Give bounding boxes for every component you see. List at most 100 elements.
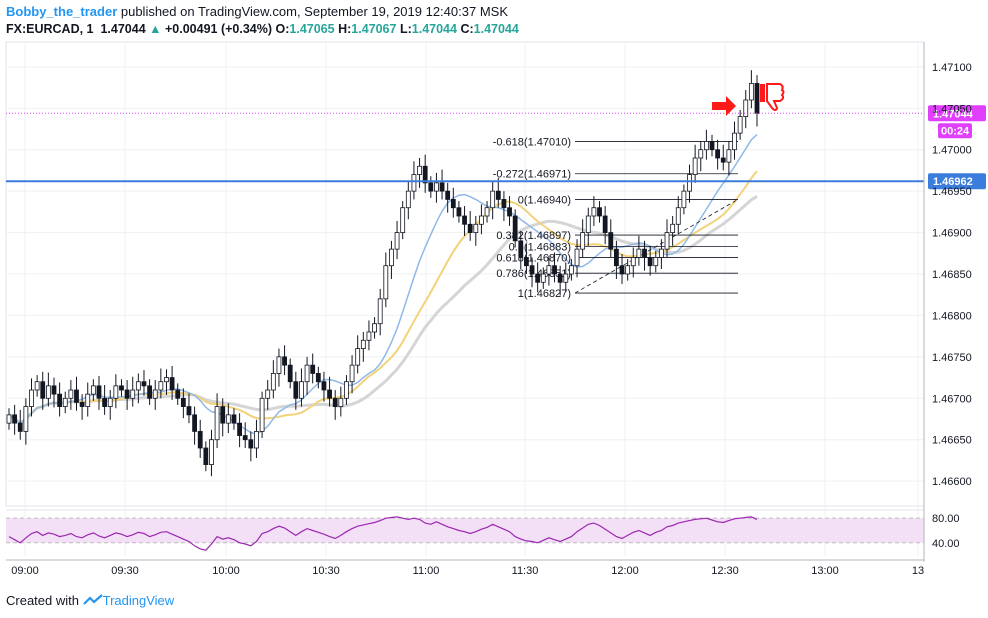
candle: [563, 262, 569, 293]
candle-body: [147, 385, 153, 399]
candle: [546, 255, 552, 286]
fib-level-label: 0.382(1.46897): [496, 230, 571, 242]
candle: [259, 391, 265, 439]
candle: [445, 182, 451, 213]
x-tick-label: 11:30: [512, 565, 539, 577]
candle-body: [197, 431, 203, 449]
up-arrow-icon: ▲: [149, 22, 162, 36]
candle: [23, 398, 29, 445]
candle-body: [715, 149, 721, 159]
candle-body: [597, 207, 602, 217]
candle: [147, 379, 153, 405]
chart-axes: 1.47100 1.47050 1.47000 1.46950 1.46900 1.468…: [6, 42, 972, 577]
candle: [287, 358, 293, 389]
candle: [214, 393, 220, 448]
candle-body: [152, 389, 158, 399]
candle: [62, 391, 68, 414]
hline-badge-bg: [928, 173, 986, 190]
close-value: 1.47044: [473, 22, 519, 36]
candle-body: [647, 257, 653, 267]
candle: [484, 201, 490, 223]
candle-body: [107, 397, 113, 407]
open-value: 1.47065: [289, 22, 335, 36]
countdown-badge-text: 00:24: [941, 125, 970, 137]
candle-body: [29, 389, 34, 407]
candle-body: [743, 99, 749, 117]
candle: [608, 219, 614, 258]
candle: [372, 317, 377, 339]
candle: [748, 70, 754, 109]
candle: [715, 139, 721, 170]
candle-body: [304, 364, 310, 383]
fib-level-label: 0.618(1.46870): [496, 252, 571, 264]
candle: [141, 370, 147, 396]
candle: [242, 422, 248, 448]
candle: [51, 377, 57, 408]
candle-body: [225, 414, 231, 424]
low-label: L:: [399, 22, 412, 36]
candle: [17, 409, 23, 440]
candle-body: [102, 397, 108, 407]
candle-body: [377, 298, 383, 325]
candle-body: [439, 182, 445, 192]
candle-body: [338, 397, 344, 407]
candle: [636, 235, 642, 266]
candle-body: [344, 381, 349, 399]
candle: [490, 181, 496, 220]
sma-long-line: [8, 195, 758, 425]
candle: [180, 388, 186, 419]
candle-body: [557, 273, 563, 283]
candle-body: [507, 207, 512, 217]
candle: [338, 386, 344, 417]
candle: [315, 366, 321, 389]
tradingview-brand[interactable]: TradingView: [102, 593, 175, 608]
candle: [703, 129, 709, 160]
y-tick-label: 1.46850: [932, 269, 972, 281]
candle-body: [68, 389, 74, 399]
rsi-tick-label: 80.00: [932, 513, 960, 525]
candle: [225, 403, 231, 434]
candle-body: [681, 190, 687, 209]
candle: [658, 239, 664, 270]
candle: [580, 219, 586, 258]
candle-body: [608, 232, 614, 250]
author-name[interactable]: Bobby_the_trader: [6, 4, 118, 19]
red-arrow-icon: [712, 96, 736, 116]
candle-body: [405, 190, 411, 209]
candle-body: [529, 265, 535, 275]
rsi-band: [6, 518, 924, 543]
candle-body: [630, 257, 636, 267]
candle: [135, 373, 141, 404]
candle-body: [349, 364, 355, 383]
candle-body: [383, 265, 389, 300]
chart-overlay: 1.47044 00:24 1.46962: [6, 83, 986, 190]
candle: [630, 247, 636, 278]
candle: [743, 90, 749, 129]
candle: [456, 201, 462, 223]
candle-body: [552, 265, 557, 275]
candle: [29, 378, 34, 417]
hline-badge: 1.46962: [928, 173, 986, 190]
candle: [332, 390, 338, 420]
tradingview-logo-icon: [82, 594, 103, 609]
y-tick-label: 1.47050: [932, 103, 972, 115]
candle-body: [445, 190, 451, 200]
candle-body: [479, 215, 484, 225]
candle: [462, 206, 467, 236]
candle: [40, 371, 46, 410]
footer: Created with TradingView: [6, 593, 174, 609]
candle-body: [332, 397, 338, 407]
candle-body: [315, 373, 321, 383]
candle-body: [495, 190, 501, 200]
publish-text: published on TradingView.com, September …: [117, 4, 508, 19]
candle: [619, 254, 625, 284]
candle-body: [355, 348, 361, 366]
candle-body: [394, 232, 400, 250]
candle-body: [748, 83, 754, 101]
candle-body: [569, 265, 574, 275]
x-tick-label: 12:00: [611, 565, 639, 577]
candle: [625, 259, 631, 281]
candle-body: [653, 257, 659, 267]
candle: [6, 408, 12, 430]
